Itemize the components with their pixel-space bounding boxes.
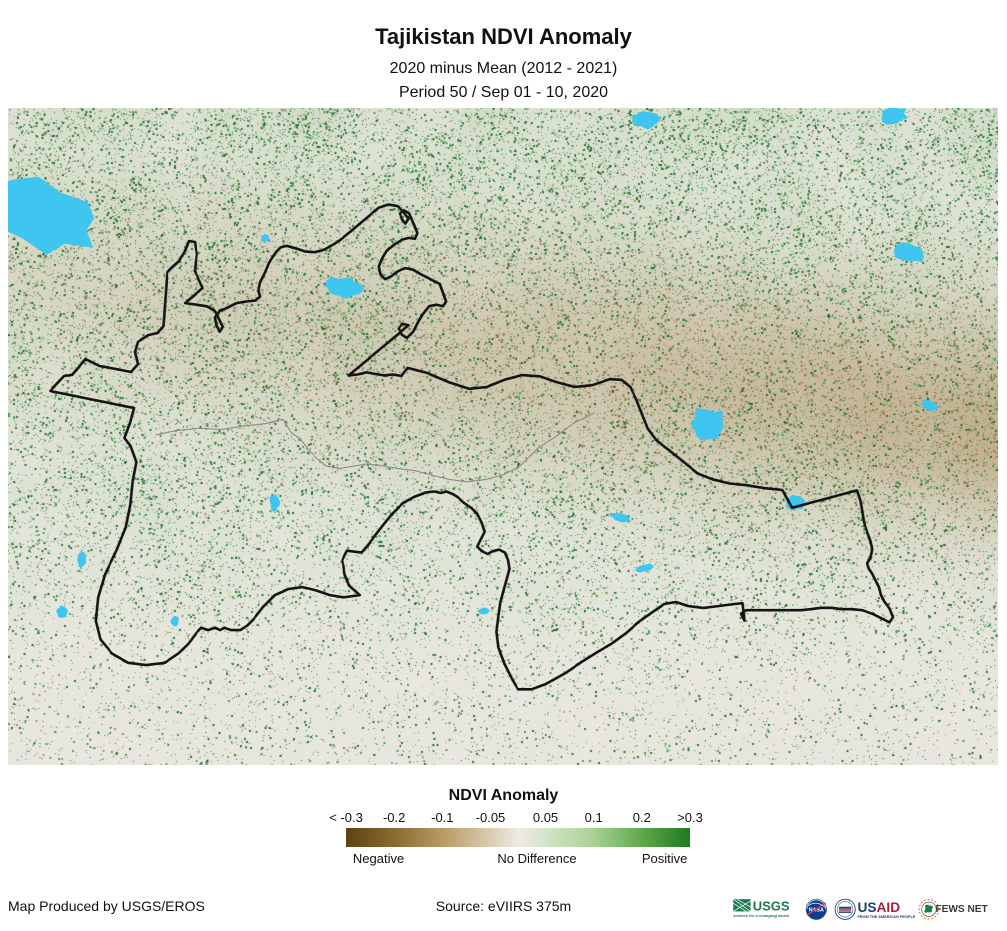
svg-text:USGS: USGS [753, 899, 790, 914]
svg-text:FROM THE AMERICAN PEOPLE: FROM THE AMERICAN PEOPLE [857, 915, 915, 919]
svg-text:FEWS NET: FEWS NET [935, 904, 988, 915]
svg-text:science for a changing world: science for a changing world [733, 913, 789, 918]
svg-text:USAID: USAID [857, 900, 900, 915]
